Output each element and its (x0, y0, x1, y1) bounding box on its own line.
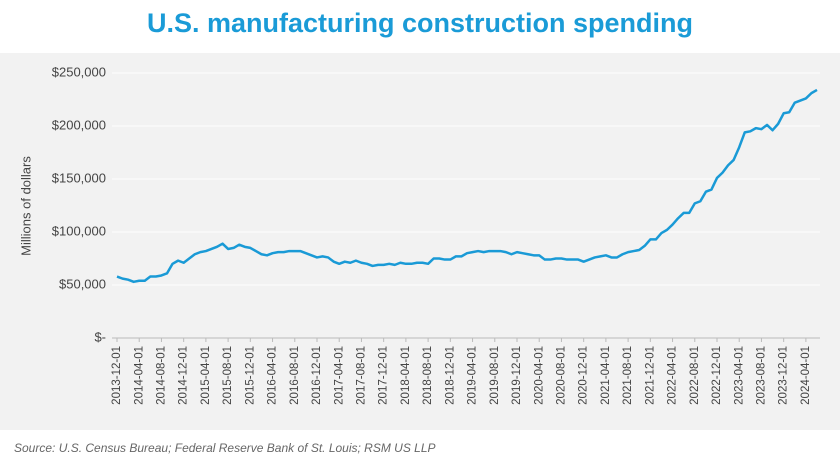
x-tick-label: 2014-12-01 (178, 346, 190, 405)
x-tick-label: 2020-04-01 (533, 346, 545, 405)
x-tick-label: 2021-04-01 (600, 346, 612, 405)
x-tick-label: 2023-08-01 (755, 346, 767, 405)
x-tick-label: 2015-04-01 (200, 346, 212, 405)
x-tick-label: 2021-08-01 (622, 346, 634, 405)
x-tick-label: 2016-08-01 (289, 346, 301, 405)
x-tick-label: 2023-12-01 (778, 346, 790, 405)
x-tick-label: 2024-04-01 (800, 346, 812, 405)
x-tick-label: 2019-04-01 (467, 346, 479, 405)
y-axis-label: Millions of dollars (18, 156, 33, 256)
plot-background (0, 53, 840, 430)
x-tick-label: 2019-12-01 (511, 346, 523, 405)
x-tick-label: 2019-08-01 (489, 346, 501, 405)
x-tick-label: 2017-12-01 (378, 346, 390, 405)
x-tick-label: 2022-12-01 (711, 346, 723, 405)
y-tick-label: $200,000 (52, 117, 106, 132)
y-tick-label: $250,000 (52, 64, 106, 79)
x-tick-label: 2020-08-01 (555, 346, 567, 405)
x-tick-label: 2017-08-01 (355, 346, 367, 405)
y-tick-label: $50,000 (59, 276, 106, 291)
x-tick-label: 2020-12-01 (578, 346, 590, 405)
x-tick-label: 2014-04-01 (133, 346, 145, 405)
x-tick-label: 2017-04-01 (333, 346, 345, 405)
y-tick-label: $100,000 (52, 223, 106, 238)
y-tick-label: $- (94, 329, 106, 344)
x-tick-label: 2015-08-01 (222, 346, 234, 405)
x-tick-label: 2022-08-01 (689, 346, 701, 405)
x-tick-label: 2015-12-01 (244, 346, 256, 405)
x-tick-label: 2013-12-01 (111, 346, 123, 405)
chart-title: U.S. manufacturing construction spending (147, 8, 693, 38)
x-tick-label: 2018-04-01 (400, 346, 412, 405)
x-tick-label: 2023-04-01 (733, 346, 745, 405)
x-tick-label: 2018-08-01 (422, 346, 434, 405)
x-tick-label: 2014-08-01 (155, 346, 167, 405)
x-tick-label: 2016-12-01 (311, 346, 323, 405)
data-line (116, 88, 818, 284)
y-tick-label: $150,000 (52, 170, 106, 185)
x-tick-label: 2022-04-01 (667, 346, 679, 405)
x-tick-label: 2018-12-01 (444, 346, 456, 405)
x-tick-label: 2016-04-01 (267, 346, 279, 405)
x-tick-label: 2021-12-01 (644, 346, 656, 405)
source-note: Source: U.S. Census Bureau; Federal Rese… (14, 441, 436, 455)
